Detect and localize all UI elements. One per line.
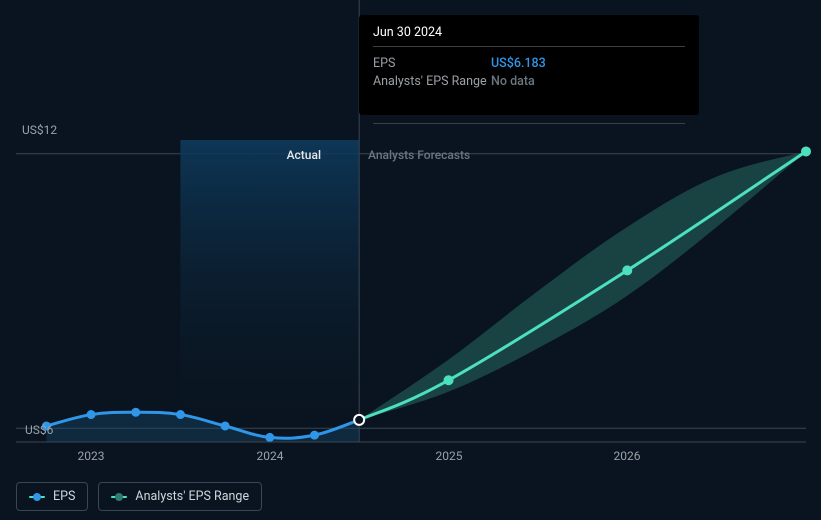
tooltip-key: Analysts' EPS Range bbox=[373, 73, 491, 91]
eps-marker[interactable] bbox=[310, 431, 319, 440]
y-axis-label: US$12 bbox=[22, 123, 57, 137]
tooltip: Jun 30 2024 EPSUS$6.183Analysts' EPS Ran… bbox=[359, 15, 699, 115]
tooltip-date: Jun 30 2024 bbox=[373, 25, 685, 40]
legend-icon bbox=[29, 493, 45, 501]
tooltip-divider bbox=[373, 46, 685, 47]
eps-marker[interactable] bbox=[221, 421, 230, 430]
x-axis-label: 2026 bbox=[614, 449, 641, 463]
forecast-marker[interactable] bbox=[622, 265, 632, 275]
tooltip-divider-bottom bbox=[373, 123, 685, 124]
legend: EPS Analysts' EPS Range bbox=[16, 482, 262, 511]
forecast-marker[interactable] bbox=[801, 146, 811, 156]
legend-label: EPS bbox=[53, 489, 75, 504]
legend-item-range[interactable]: Analysts' EPS Range bbox=[98, 482, 262, 511]
legend-item-eps[interactable]: EPS bbox=[16, 482, 88, 511]
forecast-range-band bbox=[359, 151, 806, 419]
forecast-marker[interactable] bbox=[444, 375, 454, 385]
highlight-marker[interactable] bbox=[354, 415, 364, 425]
tooltip-value: No data bbox=[491, 73, 535, 91]
section-label-forecast: Analysts Forecasts bbox=[368, 148, 470, 162]
legend-label: Analysts' EPS Range bbox=[135, 489, 249, 504]
eps-marker[interactable] bbox=[87, 410, 96, 419]
x-axis-label: 2025 bbox=[436, 449, 463, 463]
legend-icon bbox=[111, 493, 127, 501]
x-axis-label: 2024 bbox=[257, 449, 284, 463]
tooltip-key: EPS bbox=[373, 55, 491, 73]
tooltip-row: Analysts' EPS RangeNo data bbox=[373, 73, 685, 91]
tooltip-row: EPSUS$6.183 bbox=[373, 55, 685, 73]
tooltip-value: US$6.183 bbox=[491, 55, 546, 73]
eps-marker[interactable] bbox=[265, 433, 274, 442]
eps-marker[interactable] bbox=[176, 410, 185, 419]
section-label-actual: Actual bbox=[287, 148, 321, 162]
chart-container: { "canvas": { "width": 821, "height": 52… bbox=[0, 0, 821, 520]
actual-shade bbox=[180, 140, 359, 442]
x-axis-label: 2023 bbox=[78, 449, 105, 463]
y-axis-label: US$6 bbox=[25, 423, 53, 437]
eps-marker[interactable] bbox=[131, 408, 140, 417]
